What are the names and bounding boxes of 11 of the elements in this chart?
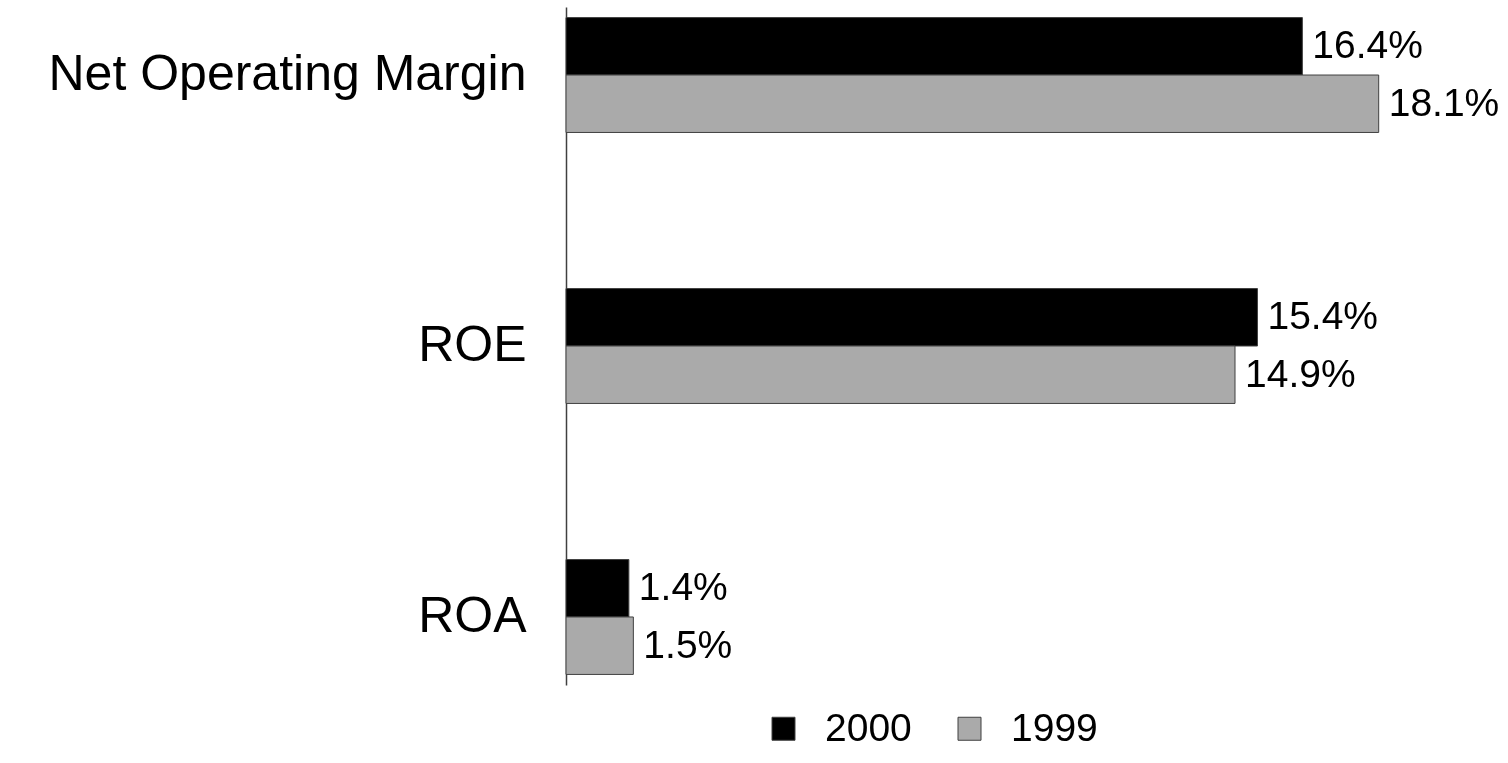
data-label: 1.4% (638, 565, 728, 609)
data-label: 16.4% (1312, 23, 1423, 67)
y-tick-label: Net Operating Margin (48, 45, 527, 102)
data-label: 14.9% (1245, 351, 1356, 395)
data-label: 1.5% (643, 622, 733, 666)
data-label: 15.4% (1267, 294, 1379, 338)
data-label: 18.1% (1388, 80, 1500, 124)
legend-label: 1999 (1011, 705, 1098, 749)
legend-label: 2000 (825, 705, 912, 749)
y-tick-label: ROA (418, 586, 528, 643)
y-tick-label: ROE (418, 316, 527, 372)
